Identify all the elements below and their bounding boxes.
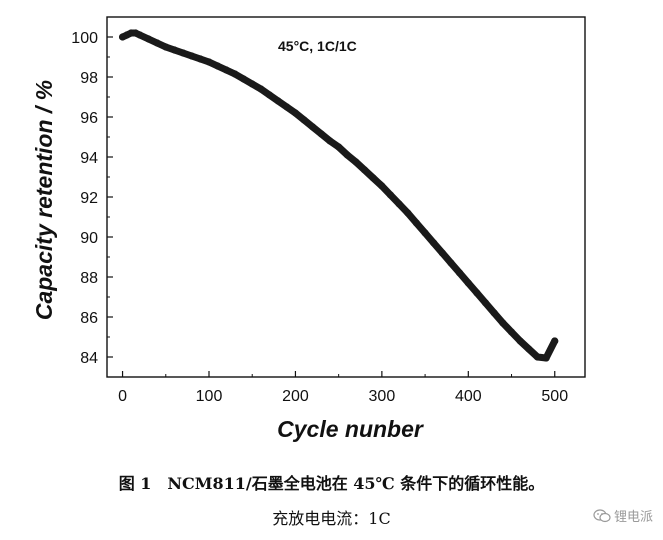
y-tick-label: 94	[80, 150, 98, 167]
capacity-data-point	[369, 174, 377, 182]
capacity-data-point	[170, 46, 179, 54]
capacity-data-point	[222, 66, 230, 74]
capacity-data-point	[378, 182, 386, 190]
capacity-data-point	[481, 299, 490, 307]
capacity-data-point	[300, 116, 308, 124]
capacity-data-point	[274, 97, 282, 105]
y-tick-label: 100	[71, 30, 98, 47]
capacity-data-point	[136, 31, 144, 39]
capacity-data-point	[430, 239, 438, 247]
capacity-data-point	[404, 209, 412, 217]
x-axis-title: Cycle nunber	[277, 416, 424, 442]
y-tick-label: 88	[80, 270, 98, 287]
capacity-data-point	[533, 353, 542, 361]
capacity-data-point	[214, 62, 222, 70]
y-tick-label: 92	[80, 190, 98, 207]
capacity-data-point	[447, 259, 455, 267]
y-axis-title: Capacity retention / %	[31, 80, 57, 320]
plot-frame	[106, 16, 586, 378]
x-tick-label: 300	[369, 388, 396, 405]
figure-caption-subtitle: 充放电电流：1C	[272, 509, 391, 528]
capacity-data-point	[265, 91, 274, 99]
x-tick-label: 0	[118, 388, 127, 405]
capacity-data-point	[412, 219, 421, 227]
y-tick-label: 90	[80, 230, 98, 247]
capacity-data-point	[188, 52, 196, 60]
capacity-data-point	[205, 58, 213, 66]
capacity-data-point	[239, 75, 248, 83]
x-tick-label: 100	[196, 388, 223, 405]
source-watermark: 锂电派	[593, 506, 653, 525]
capacity-data-point	[542, 354, 550, 362]
x-tick-label: 400	[455, 388, 482, 405]
y-tick-label: 86	[80, 310, 98, 327]
capacity-series-line	[119, 29, 559, 362]
capacity-data-point	[179, 49, 187, 57]
capacity-data-point	[395, 200, 403, 208]
capacity-data-point	[291, 109, 300, 117]
y-tick-label: 96	[80, 110, 98, 127]
capacity-data-point	[352, 158, 360, 166]
capacity-data-point	[257, 85, 265, 93]
capacity-data-point	[464, 279, 472, 287]
watermark-text: 锂电派	[613, 510, 653, 525]
capacity-data-point	[162, 43, 170, 51]
capacity-data-point	[507, 328, 516, 336]
plot-area: 0 100 200 300 400 500 84 86 88 90 92 94 96 98 100	[71, 16, 586, 405]
capacity-data-point	[516, 337, 524, 345]
test-condition-annotation: 45°C, 1C/1C	[278, 38, 357, 54]
capacity-retention-chart: 0 100 200 300 400 500 84 86 88 90 92 94 96 98 100 Cycl…	[31, 16, 586, 442]
x-tick-label: 200	[282, 388, 309, 405]
capacity-data-point	[456, 269, 464, 277]
capacity-data-point	[248, 80, 256, 88]
y-tick-label: 98	[80, 70, 98, 87]
x-tick-label: 500	[541, 388, 568, 405]
capacity-data-point	[360, 166, 369, 174]
capacity-data-point	[490, 309, 498, 317]
capacity-data-point	[335, 143, 343, 151]
capacity-data-point	[551, 337, 559, 345]
capacity-data-point	[343, 151, 351, 159]
capacity-data-point	[283, 103, 291, 111]
capacity-data-point	[499, 319, 507, 327]
capacity-data-point	[196, 55, 204, 63]
wechat-icon	[593, 508, 611, 522]
capacity-data-point	[473, 289, 481, 297]
capacity-data-point	[525, 345, 533, 353]
y-tick-label: 84	[80, 350, 98, 367]
capacity-data-point	[231, 70, 239, 78]
capacity-data-point	[438, 249, 446, 257]
capacity-data-point	[317, 130, 325, 138]
capacity-data-point	[386, 191, 395, 199]
capacity-data-point	[421, 229, 429, 237]
capacity-data-point	[309, 123, 317, 131]
capacity-data-point	[144, 35, 153, 43]
capacity-data-point	[153, 39, 161, 47]
capacity-data-point	[326, 137, 334, 145]
figure-caption-title: 图 1 NCM811/石墨全电池在 45℃ 条件下的循环性能。	[118, 474, 545, 493]
